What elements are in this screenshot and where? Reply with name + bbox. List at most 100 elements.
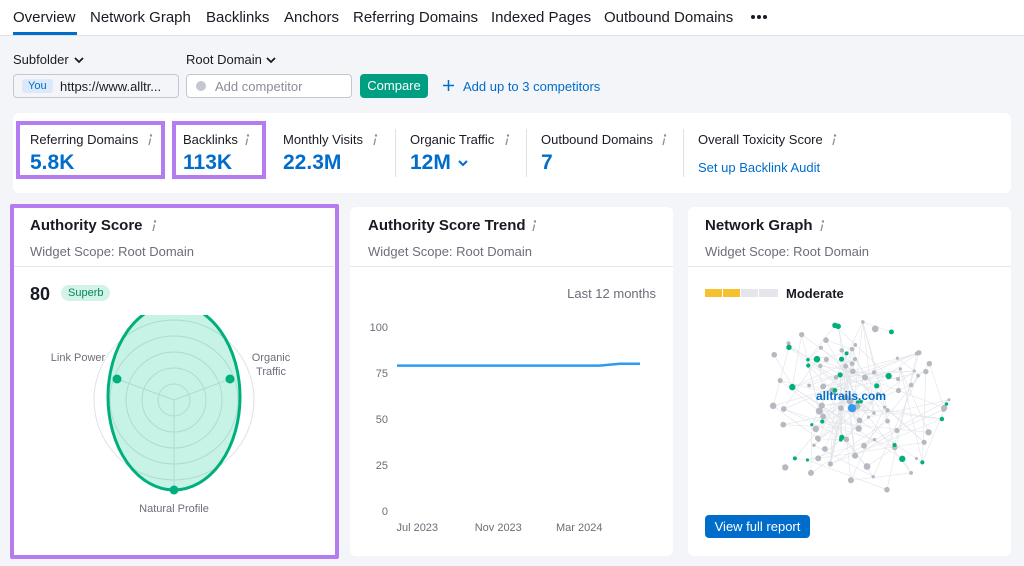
graph-node bbox=[810, 423, 814, 427]
graph-node bbox=[863, 463, 871, 470]
graph-edge bbox=[854, 430, 898, 456]
graph-node bbox=[944, 402, 949, 406]
graph-node bbox=[895, 356, 899, 360]
graph-node bbox=[838, 405, 844, 411]
competitor-input[interactable]: Add competitor bbox=[186, 74, 352, 98]
tab[interactable]: Outbound Domains bbox=[604, 9, 734, 26]
graph-node bbox=[812, 443, 816, 447]
tab[interactable]: Anchors bbox=[284, 9, 340, 26]
graph-edge bbox=[922, 371, 927, 463]
graph-node bbox=[871, 325, 879, 333]
metric-label: Backlinks bbox=[183, 132, 238, 147]
tab[interactable]: Overview bbox=[13, 9, 76, 26]
audit-link[interactable]: Set up Backlink Audit bbox=[698, 160, 821, 175]
domain-type-select[interactable]: Root Domain bbox=[186, 52, 262, 67]
view-report-button[interactable]: View full report bbox=[705, 515, 810, 538]
tab[interactable]: Referring Domains bbox=[353, 9, 479, 26]
graph-edge bbox=[832, 390, 860, 421]
graph-node bbox=[806, 363, 811, 368]
graph-node bbox=[849, 346, 855, 352]
card-scope: Widget Scope: Root Domain bbox=[705, 244, 870, 259]
info-icon[interactable] bbox=[146, 134, 154, 146]
info-icon[interactable] bbox=[830, 134, 838, 146]
info-icon[interactable] bbox=[660, 134, 668, 146]
info-icon[interactable] bbox=[530, 220, 538, 232]
add-competitors-link[interactable]: Add up to 3 competitors bbox=[463, 79, 601, 94]
graph-edge bbox=[794, 396, 847, 459]
metric-label: Monthly Visits bbox=[283, 132, 363, 147]
info-icon[interactable] bbox=[818, 220, 826, 232]
graph-node bbox=[894, 428, 900, 434]
card-title: Network Graph bbox=[705, 217, 813, 234]
graph-node bbox=[832, 388, 838, 393]
network-graph bbox=[769, 320, 951, 493]
graph-node bbox=[874, 383, 880, 389]
graph-edge bbox=[773, 368, 901, 407]
graph-node bbox=[843, 436, 850, 443]
separator bbox=[526, 129, 527, 177]
info-icon[interactable] bbox=[150, 220, 158, 232]
highlight bbox=[10, 204, 339, 559]
score: 80 bbox=[30, 284, 51, 304]
graph-node bbox=[892, 442, 897, 448]
graph-edge bbox=[851, 349, 866, 378]
tab[interactable]: Network Graph bbox=[90, 9, 191, 26]
graph-node bbox=[861, 442, 867, 449]
graph-edge bbox=[884, 407, 925, 443]
period: Last 12 months bbox=[567, 286, 656, 301]
active-tab-indicator bbox=[13, 32, 77, 35]
graph-edge bbox=[929, 363, 945, 409]
graph-node bbox=[885, 408, 890, 413]
graph-node bbox=[823, 356, 829, 363]
graph-node bbox=[914, 456, 919, 460]
graph-node bbox=[871, 475, 875, 479]
more-icon[interactable] bbox=[750, 13, 768, 21]
graph-edge bbox=[820, 347, 925, 443]
graph-edge bbox=[922, 403, 947, 463]
metric-value[interactable]: 12M bbox=[410, 151, 451, 174]
metric-label: Overall Toxicity Score bbox=[698, 132, 823, 147]
info-icon[interactable] bbox=[503, 134, 511, 146]
card-scope: Widget Scope: Root Domain bbox=[30, 244, 195, 259]
info-icon[interactable] bbox=[371, 134, 379, 146]
graph-node bbox=[888, 329, 894, 335]
graph-node bbox=[876, 391, 880, 396]
graph-node bbox=[786, 341, 791, 346]
y-tick-label: 100 bbox=[370, 322, 388, 334]
separator bbox=[683, 129, 684, 177]
graph-node bbox=[855, 425, 862, 432]
graph-node bbox=[812, 425, 819, 433]
graph-node bbox=[853, 343, 858, 347]
separator bbox=[395, 129, 396, 177]
graph-edge bbox=[900, 368, 929, 433]
tab[interactable]: Indexed Pages bbox=[491, 9, 592, 26]
graph-node bbox=[923, 368, 929, 375]
tab[interactable]: Backlinks bbox=[206, 9, 270, 26]
domain-input[interactable]: You https://www.alltr... bbox=[13, 74, 179, 98]
authority-card bbox=[13, 207, 336, 556]
metric-label: Organic Traffic bbox=[410, 132, 495, 147]
compare-button[interactable]: Compare bbox=[360, 74, 428, 98]
metric-label: Referring Domains bbox=[30, 132, 139, 147]
info-icon[interactable] bbox=[243, 134, 251, 146]
graph-edge bbox=[823, 352, 919, 387]
graph-node bbox=[786, 344, 792, 351]
graph-edge bbox=[808, 365, 833, 392]
graph-node bbox=[916, 373, 920, 378]
graph-node bbox=[807, 469, 814, 476]
graph-edge bbox=[807, 459, 888, 490]
graph-node bbox=[941, 407, 946, 412]
radar-axis-label: Organic Traffic bbox=[251, 352, 291, 378]
metric-value: 113K bbox=[183, 151, 233, 174]
chevron bbox=[74, 57, 84, 64]
graph-node bbox=[832, 322, 838, 329]
graph-node bbox=[885, 418, 890, 424]
graph-node bbox=[820, 413, 827, 420]
graph-node bbox=[918, 350, 922, 354]
graph-edge bbox=[864, 377, 875, 414]
y-tick-label: 25 bbox=[376, 460, 388, 472]
score-badge: Superb bbox=[61, 285, 111, 301]
graph-node bbox=[871, 370, 877, 375]
scope-select[interactable]: Subfolder bbox=[13, 52, 69, 67]
